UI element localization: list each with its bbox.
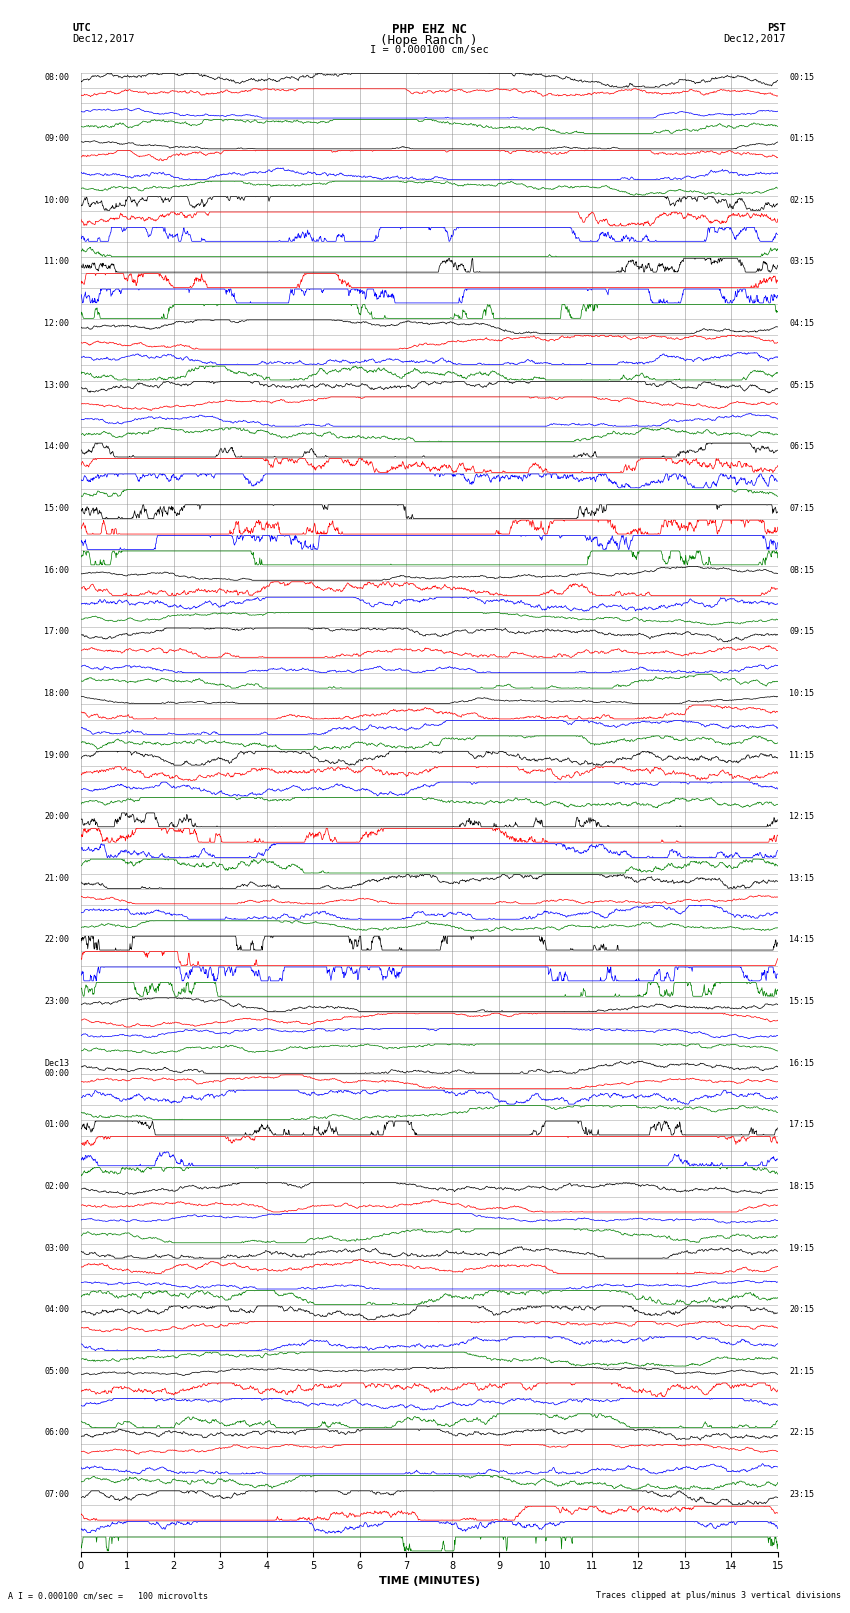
Text: 11:00: 11:00 [44, 258, 69, 266]
Text: 08:15: 08:15 [790, 566, 814, 574]
Text: 07:15: 07:15 [790, 503, 814, 513]
Text: Dec12,2017: Dec12,2017 [723, 34, 786, 44]
Text: 04:15: 04:15 [790, 319, 814, 327]
Text: 09:00: 09:00 [44, 134, 69, 144]
Text: 11:15: 11:15 [790, 750, 814, 760]
Text: 13:00: 13:00 [44, 381, 69, 390]
Text: 03:00: 03:00 [44, 1244, 69, 1253]
X-axis label: TIME (MINUTES): TIME (MINUTES) [379, 1576, 479, 1586]
Text: 02:15: 02:15 [790, 195, 814, 205]
Text: 16:00: 16:00 [44, 566, 69, 574]
Text: 22:00: 22:00 [44, 936, 69, 944]
Text: 22:15: 22:15 [790, 1429, 814, 1437]
Text: 15:00: 15:00 [44, 503, 69, 513]
Text: 05:00: 05:00 [44, 1366, 69, 1376]
Text: 18:00: 18:00 [44, 689, 69, 698]
Text: 06:15: 06:15 [790, 442, 814, 452]
Text: 20:15: 20:15 [790, 1305, 814, 1315]
Text: Dec13
00:00: Dec13 00:00 [44, 1058, 69, 1077]
Text: Dec12,2017: Dec12,2017 [72, 34, 135, 44]
Text: 23:15: 23:15 [790, 1490, 814, 1498]
Text: 04:00: 04:00 [44, 1305, 69, 1315]
Text: 23:00: 23:00 [44, 997, 69, 1007]
Text: 13:15: 13:15 [790, 874, 814, 882]
Text: 17:15: 17:15 [790, 1121, 814, 1129]
Text: 00:15: 00:15 [790, 73, 814, 82]
Text: 14:15: 14:15 [790, 936, 814, 944]
Text: Traces clipped at plus/minus 3 vertical divisions: Traces clipped at plus/minus 3 vertical … [597, 1590, 842, 1600]
Text: A I = 0.000100 cm/sec =   100 microvolts: A I = 0.000100 cm/sec = 100 microvolts [8, 1590, 208, 1600]
Text: 01:00: 01:00 [44, 1121, 69, 1129]
Text: 19:15: 19:15 [790, 1244, 814, 1253]
Text: 06:00: 06:00 [44, 1429, 69, 1437]
Text: 08:00: 08:00 [44, 73, 69, 82]
Text: 15:15: 15:15 [790, 997, 814, 1007]
Text: 21:15: 21:15 [790, 1366, 814, 1376]
Text: 16:15: 16:15 [790, 1058, 814, 1068]
Text: (Hope Ranch ): (Hope Ranch ) [381, 34, 478, 47]
Text: 10:15: 10:15 [790, 689, 814, 698]
Text: 18:15: 18:15 [790, 1182, 814, 1190]
Text: 19:00: 19:00 [44, 750, 69, 760]
Text: 01:15: 01:15 [790, 134, 814, 144]
Text: UTC: UTC [72, 23, 91, 32]
Text: 02:00: 02:00 [44, 1182, 69, 1190]
Text: 07:00: 07:00 [44, 1490, 69, 1498]
Text: 10:00: 10:00 [44, 195, 69, 205]
Text: PST: PST [768, 23, 786, 32]
Text: 17:00: 17:00 [44, 627, 69, 636]
Text: 03:15: 03:15 [790, 258, 814, 266]
Text: I = 0.000100 cm/sec: I = 0.000100 cm/sec [370, 45, 489, 55]
Text: 12:00: 12:00 [44, 319, 69, 327]
Text: 14:00: 14:00 [44, 442, 69, 452]
Text: 12:15: 12:15 [790, 813, 814, 821]
Text: 20:00: 20:00 [44, 813, 69, 821]
Text: PHP EHZ NC: PHP EHZ NC [392, 23, 467, 35]
Text: 21:00: 21:00 [44, 874, 69, 882]
Text: 09:15: 09:15 [790, 627, 814, 636]
Text: 05:15: 05:15 [790, 381, 814, 390]
